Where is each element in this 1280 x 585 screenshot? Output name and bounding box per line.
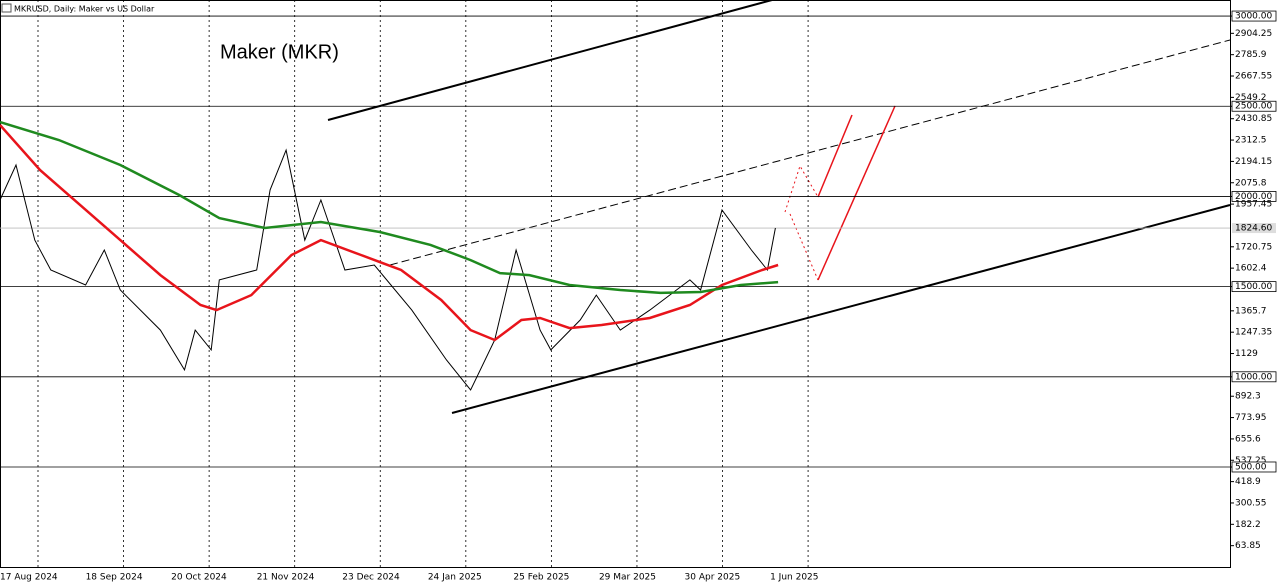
y-tick-label: 2904.25 <box>1235 29 1272 39</box>
y-tick-box <box>1231 461 1277 473</box>
y-tick-label: 1247.35 <box>1235 328 1272 338</box>
channel-lower <box>451 204 1231 414</box>
chart-title: MKRUSD, Daily: Maker vs US Dollar <box>14 5 155 14</box>
y-tick-label: 1129 <box>1235 349 1258 359</box>
y-tick-label: 3000.00 <box>1235 12 1272 22</box>
x-tick-label: 23 Dec 2024 <box>342 573 400 583</box>
channel-upper <box>327 0 773 121</box>
y-tick-label: 63.85 <box>1235 541 1261 551</box>
projection-dotted <box>789 213 819 281</box>
projection <box>817 105 896 281</box>
y-tick-box <box>1231 371 1277 383</box>
x-tick-label: 17 Aug 2024 <box>0 573 58 583</box>
y-tick-box <box>1231 100 1277 112</box>
x-tick-label: 20 Oct 2024 <box>171 573 227 583</box>
x-tick-label: 1 Jun 2025 <box>770 573 818 583</box>
y-tick-label: 2500.00 <box>1235 102 1272 112</box>
y-tick-label: 1957.45 <box>1235 200 1272 210</box>
y-tick-label: 2667.55 <box>1235 72 1272 82</box>
y-tick-label: 182.2 <box>1235 520 1261 530</box>
y-tick-label: 2549.2 <box>1235 93 1267 103</box>
projection <box>817 114 853 198</box>
y-tick-label: 1500.00 <box>1235 282 1272 292</box>
y-tick-label: 2785.9 <box>1235 50 1267 60</box>
x-tick-label: 25 Feb 2025 <box>513 573 569 583</box>
channel-mid <box>389 39 1231 266</box>
y-tick-box <box>1231 191 1277 202</box>
y-tick-label: 2312.5 <box>1235 136 1267 146</box>
y-tick-label: 773.95 <box>1235 413 1267 423</box>
y-tick-label: 1000.00 <box>1235 372 1272 382</box>
y-tick-label: 537.25 <box>1235 456 1267 466</box>
y-tick-label: 418.9 <box>1235 477 1261 487</box>
price-line <box>0 148 776 391</box>
y-tick-label: 1720.75 <box>1235 242 1272 252</box>
price-line <box>0 120 779 295</box>
y-tick-label: 892.3 <box>1235 392 1261 402</box>
y-tick-label: 2075.8 <box>1235 178 1267 188</box>
y-tick-box <box>1231 10 1277 22</box>
last-price-box <box>1232 223 1276 234</box>
x-tick-label: 21 Nov 2024 <box>257 573 315 583</box>
y-tick-label: 1602.4 <box>1235 264 1267 274</box>
y-tick-label: 2000.00 <box>1235 192 1272 202</box>
x-tick-label: 29 Mar 2025 <box>599 573 656 583</box>
annotation: Maker (MKR) <box>220 41 339 63</box>
chart-icon <box>1 3 12 13</box>
last-price-label: 1824.60 <box>1235 224 1272 234</box>
x-tick-label: 18 Sep 2024 <box>86 573 143 583</box>
y-tick-label: 500.00 <box>1235 462 1267 472</box>
y-tick-label: 300.55 <box>1235 498 1267 508</box>
x-tick-label: 30 Apr 2025 <box>685 573 741 583</box>
y-tick-label: 1365.7 <box>1235 306 1267 316</box>
y-tick-label: 2194.15 <box>1235 157 1272 167</box>
y-tick-label: 655.6 <box>1235 434 1261 444</box>
plot-frame <box>0 0 1231 568</box>
price-line <box>0 124 779 342</box>
x-tick-label: 24 Jan 2025 <box>428 573 482 583</box>
y-tick-label: 2430.85 <box>1235 114 1272 124</box>
trend-lines <box>327 0 1231 414</box>
y-tick-box <box>1231 281 1277 293</box>
